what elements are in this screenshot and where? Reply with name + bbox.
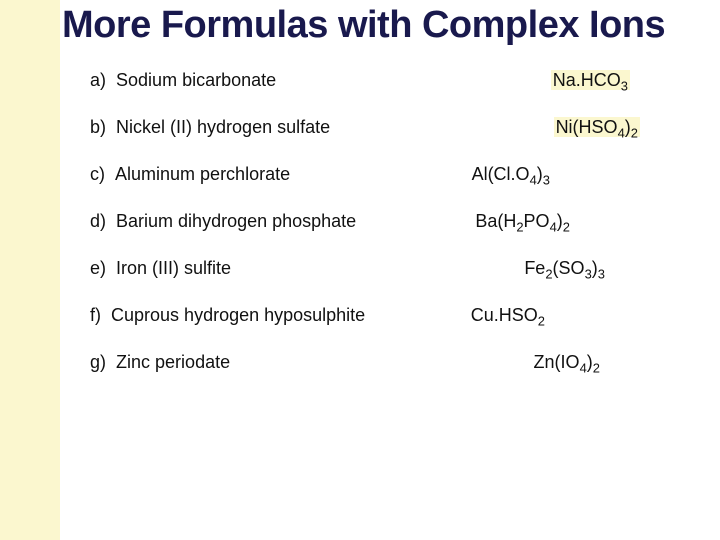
list-item: d) Barium dihydrogen phosphate Ba(H2PO4)… xyxy=(60,205,720,252)
page-title: More Formulas with Complex Ions xyxy=(60,0,720,64)
compound-formula: Zn(IO4)2 xyxy=(534,352,720,373)
item-name-text: Zinc periodate xyxy=(116,352,230,372)
list-item: a) Sodium bicarbonate Na.HCO3 xyxy=(60,64,720,111)
item-letter: b) xyxy=(90,117,106,137)
item-name-text: Barium dihydrogen phosphate xyxy=(116,211,356,231)
list-item: b) Nickel (II) hydrogen sulfate Ni(HSO4)… xyxy=(60,111,720,158)
compound-name: e) Iron (III) sulfite xyxy=(90,258,231,279)
list-item: f) Cuprous hydrogen hyposulphite Cu.HSO2 xyxy=(60,299,720,346)
compound-formula: Ni(HSO4)2 xyxy=(554,117,720,138)
compound-name: c) Aluminum perchlorate xyxy=(90,164,290,185)
compound-name: b) Nickel (II) hydrogen sulfate xyxy=(90,117,330,138)
compound-formula: Ba(H2PO4)2 xyxy=(475,211,720,232)
item-name-text: Cuprous hydrogen hyposulphite xyxy=(111,305,365,325)
compound-name: f) Cuprous hydrogen hyposulphite xyxy=(90,305,365,326)
left-accent-stripe xyxy=(0,0,60,540)
compound-formula: Fe2(SO3)3 xyxy=(524,258,720,279)
compound-name: g) Zinc periodate xyxy=(90,352,230,373)
list-item: c) Aluminum perchlorate Al(Cl.O4)3 xyxy=(60,158,720,205)
compound-formula: Na.HCO3 xyxy=(551,70,720,91)
compound-formula: Cu.HSO2 xyxy=(471,305,720,326)
item-name-text: Nickel (II) hydrogen sulfate xyxy=(116,117,330,137)
item-name-text: Aluminum perchlorate xyxy=(115,164,290,184)
item-name-text: Sodium bicarbonate xyxy=(116,70,276,90)
compound-name: a) Sodium bicarbonate xyxy=(90,70,276,91)
list-item: e) Iron (III) sulfite Fe2(SO3)3 xyxy=(60,252,720,299)
item-letter: c) xyxy=(90,164,105,184)
item-letter: d) xyxy=(90,211,106,231)
slide-content: More Formulas with Complex Ions a) Sodiu… xyxy=(60,0,720,540)
compound-formula: Al(Cl.O4)3 xyxy=(472,164,720,185)
item-letter: f) xyxy=(90,305,101,325)
item-name-text: Iron (III) sulfite xyxy=(116,258,231,278)
compound-name: d) Barium dihydrogen phosphate xyxy=(90,211,356,232)
item-letter: g) xyxy=(90,352,106,372)
list-item: g) Zinc periodate Zn(IO4)2 xyxy=(60,346,720,393)
item-letter: a) xyxy=(90,70,106,90)
item-letter: e) xyxy=(90,258,106,278)
